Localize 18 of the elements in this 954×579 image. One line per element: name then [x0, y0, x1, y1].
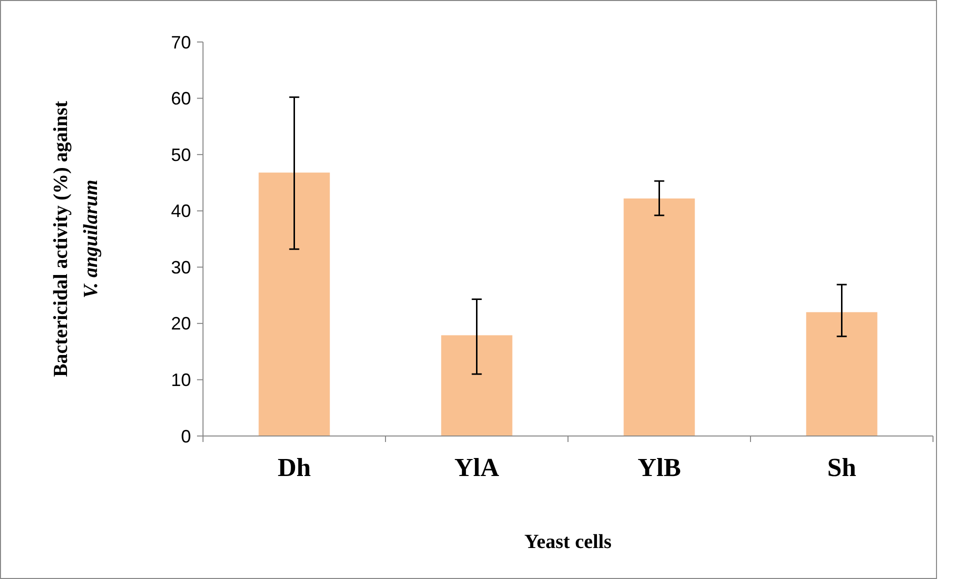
y-tick-label: 30 — [170, 257, 191, 278]
bar — [806, 312, 878, 436]
y-tick-label: 60 — [170, 88, 191, 109]
bar — [441, 335, 512, 436]
x-tick-label: Sh — [827, 453, 857, 482]
y-tick-label: 0 — [180, 426, 191, 446]
bar — [624, 198, 695, 436]
y-axis-title: Bactericidal activity (%) against V. anguilarum — [50, 100, 102, 378]
x-tick-label: YlA — [454, 453, 500, 482]
y-tick-label: 40 — [170, 201, 191, 222]
bar — [258, 172, 330, 436]
x-tick-label: YlB — [638, 453, 681, 482]
x-tick-label: Dh — [278, 453, 312, 482]
x-axis-title: Yeast cells — [524, 531, 612, 553]
y-tick-label: 70 — [170, 32, 191, 52]
y-tick-label: 50 — [170, 144, 191, 165]
y-tick-label: 10 — [170, 370, 191, 390]
y-tick-label: 20 — [170, 314, 191, 334]
